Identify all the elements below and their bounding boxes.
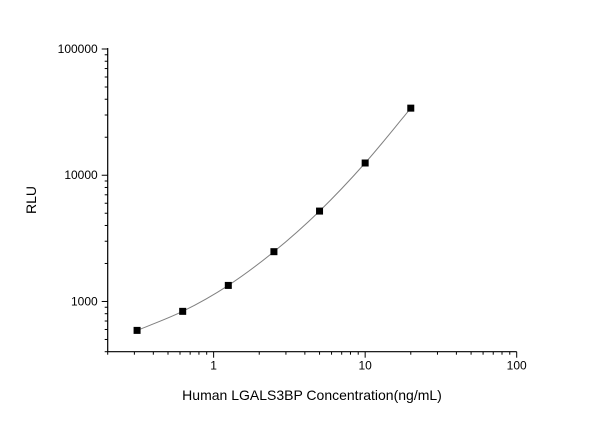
data-point <box>270 248 278 256</box>
x-tick-label: 100 <box>507 359 527 373</box>
axes <box>107 48 517 353</box>
data-point <box>361 159 369 167</box>
x-tick-label: 10 <box>358 359 372 373</box>
data-point <box>133 326 141 334</box>
x-axis-label: Human LGALS3BP Concentration(ng/mL) <box>182 387 442 403</box>
ticks: 1 10 100 1000 10000 100000 <box>58 42 527 373</box>
data-point <box>316 207 324 215</box>
data-point <box>224 281 232 289</box>
y-axis-label: RLU <box>23 186 39 214</box>
data-points <box>133 104 415 334</box>
y-tick-label: 1000 <box>71 294 98 308</box>
fit-curve <box>136 107 412 331</box>
data-point <box>179 307 187 315</box>
y-tick-label: 100000 <box>58 42 98 56</box>
x-tick-label: 1 <box>210 359 217 373</box>
data-point <box>407 104 415 112</box>
y-tick-label: 10000 <box>64 168 98 182</box>
